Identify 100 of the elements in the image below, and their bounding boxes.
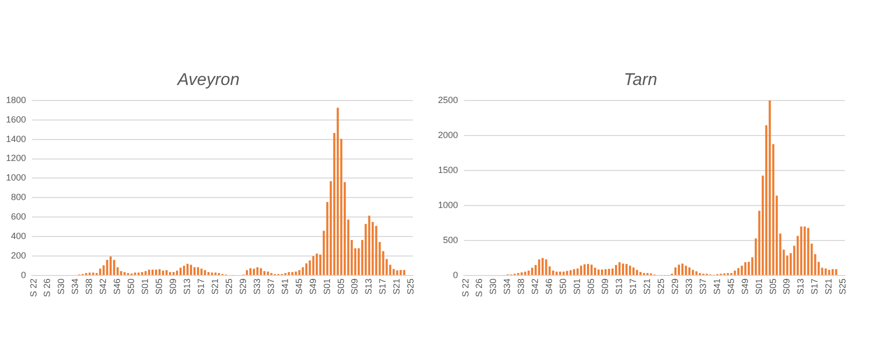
bar <box>611 268 614 275</box>
bar <box>807 228 810 275</box>
bar <box>618 262 621 275</box>
x-tick-label: S09 <box>782 278 792 294</box>
x-tick-label: S25 <box>406 278 416 294</box>
x-tick-label: S21 <box>642 278 652 294</box>
bar <box>573 269 576 275</box>
bar <box>294 272 297 275</box>
bar <box>559 272 562 275</box>
x-tick-label: S46 <box>112 278 122 294</box>
bar <box>403 270 406 275</box>
x-tick-label: S21 <box>824 278 834 294</box>
x-tick-label: S38 <box>516 278 526 294</box>
y-tick-label: 600 <box>10 212 26 222</box>
x-tick-label: S13 <box>614 278 624 294</box>
x-tick-label: S37 <box>698 278 708 294</box>
bar <box>207 272 210 275</box>
x-tick-label: S41 <box>280 278 290 294</box>
x-tick-label: S46 <box>544 278 554 294</box>
bar <box>681 264 684 275</box>
x-tick-label: S13 <box>796 278 806 294</box>
bar <box>598 270 600 275</box>
y-tick-label: 400 <box>10 231 26 242</box>
x-tick-label: S21 <box>210 278 220 294</box>
y-tick-label: 1000 <box>438 200 458 210</box>
bar <box>520 272 523 275</box>
x-tick-label: S45 <box>294 278 304 294</box>
bar <box>590 264 593 275</box>
y-tick-label: 1500 <box>438 164 458 175</box>
bar <box>552 270 554 275</box>
bar <box>316 254 318 275</box>
bar <box>113 260 116 275</box>
bar <box>305 263 308 275</box>
x-tick-label: S13 <box>364 278 374 294</box>
bar <box>193 267 196 275</box>
bar <box>252 268 255 275</box>
x-tick-label: S25 <box>838 278 848 294</box>
bar <box>336 108 339 275</box>
chart-title: Tarn <box>624 70 658 89</box>
x-tick-label: S17 <box>628 278 638 294</box>
y-tick-label: 2000 <box>438 130 458 140</box>
x-tick-label: S09 <box>600 278 610 294</box>
bar <box>601 270 604 275</box>
bar <box>562 272 565 275</box>
bar <box>524 272 526 275</box>
bar <box>584 264 586 275</box>
bar <box>835 269 838 275</box>
bar <box>674 267 676 275</box>
y-tick-label: 500 <box>442 234 458 245</box>
bar <box>120 271 122 275</box>
y-tick-label: 0 <box>453 270 458 280</box>
bar <box>288 272 290 275</box>
x-tick-label: S01 <box>322 278 332 294</box>
bar <box>246 270 248 275</box>
y-tick-label: 0 <box>21 270 26 280</box>
y-tick-label: 1400 <box>6 134 26 144</box>
bar <box>106 260 108 275</box>
bar <box>542 258 544 275</box>
bar <box>312 256 314 275</box>
y-tick-label: 1200 <box>6 153 26 164</box>
bar <box>162 270 164 275</box>
x-tick-label: S50 <box>126 278 136 294</box>
bar <box>249 268 252 275</box>
y-tick-label: 800 <box>10 192 26 202</box>
bar <box>531 268 534 275</box>
bar <box>298 270 300 275</box>
bar <box>392 268 395 275</box>
bar <box>692 270 694 275</box>
x-tick-label: S42 <box>98 278 108 294</box>
x-tick-label: S21 <box>392 278 402 294</box>
bar <box>828 270 830 275</box>
bar <box>639 272 642 275</box>
bar <box>622 264 624 275</box>
bar <box>302 267 304 275</box>
bar <box>768 100 771 275</box>
y-tick-label: 1600 <box>6 114 26 124</box>
x-tick-label: S30 <box>56 278 66 294</box>
bar <box>576 268 579 275</box>
x-tick-label: S05 <box>154 278 164 294</box>
bar <box>545 259 548 275</box>
bar <box>744 262 746 275</box>
bar <box>800 226 802 275</box>
x-tick-label: S29 <box>238 278 248 294</box>
x-tick-label: S34 <box>502 278 512 294</box>
x-tick-label: S01 <box>140 278 150 294</box>
bar <box>580 266 582 275</box>
x-tick-label: S 26 <box>474 278 484 297</box>
bar <box>570 270 572 275</box>
bar <box>308 260 311 275</box>
bar <box>688 267 690 275</box>
bar <box>748 262 750 275</box>
bar <box>186 264 189 275</box>
bar <box>608 268 610 275</box>
bar <box>110 256 112 275</box>
bar <box>141 272 144 275</box>
bar <box>158 269 161 275</box>
x-tick-label: S45 <box>726 278 736 294</box>
x-tick-label: S17 <box>378 278 388 294</box>
bar <box>734 270 736 275</box>
bar <box>678 264 680 275</box>
